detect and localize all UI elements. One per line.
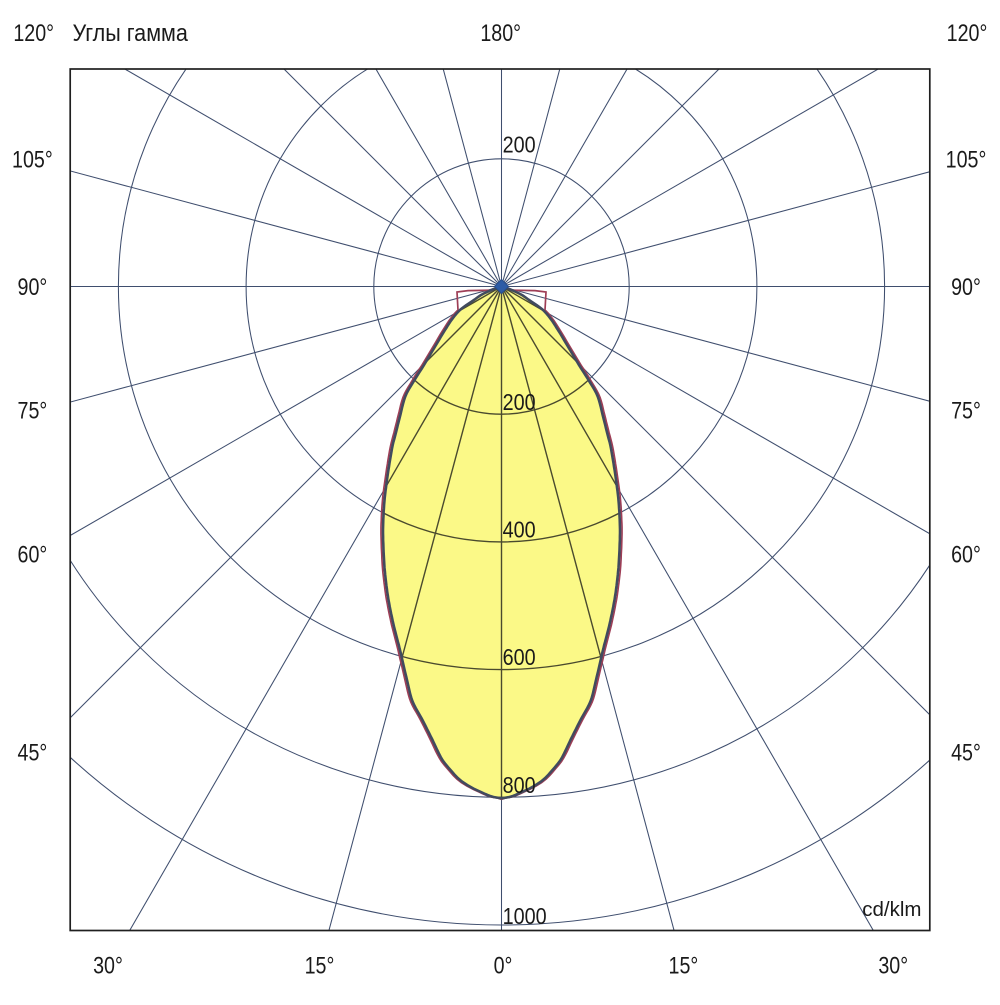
svg-text:75°: 75°: [951, 397, 981, 424]
svg-text:0°: 0°: [494, 952, 513, 979]
svg-text:400: 400: [503, 517, 536, 543]
svg-text:15°: 15°: [305, 952, 335, 979]
svg-text:180°: 180°: [480, 19, 521, 46]
svg-text:120°: 120°: [13, 19, 54, 46]
svg-text:1000: 1000: [503, 904, 547, 930]
svg-text:90°: 90°: [18, 273, 48, 300]
svg-text:45°: 45°: [951, 739, 981, 766]
svg-text:Углы гамма: Углы гамма: [73, 19, 189, 46]
svg-text:200: 200: [503, 389, 536, 415]
svg-text:30°: 30°: [93, 952, 123, 979]
svg-text:60°: 60°: [951, 540, 981, 567]
svg-text:60°: 60°: [18, 540, 48, 567]
svg-text:30°: 30°: [878, 952, 908, 979]
svg-text:cd/klm: cd/klm: [862, 898, 921, 921]
svg-text:105°: 105°: [12, 146, 53, 173]
svg-text:45°: 45°: [18, 739, 48, 766]
svg-text:120°: 120°: [947, 19, 988, 46]
svg-text:15°: 15°: [669, 952, 699, 979]
svg-text:800: 800: [503, 772, 536, 798]
svg-text:90°: 90°: [951, 273, 981, 300]
svg-text:600: 600: [503, 645, 536, 671]
svg-text:200: 200: [503, 132, 536, 158]
svg-text:75°: 75°: [18, 397, 48, 424]
svg-text:105°: 105°: [946, 146, 987, 173]
